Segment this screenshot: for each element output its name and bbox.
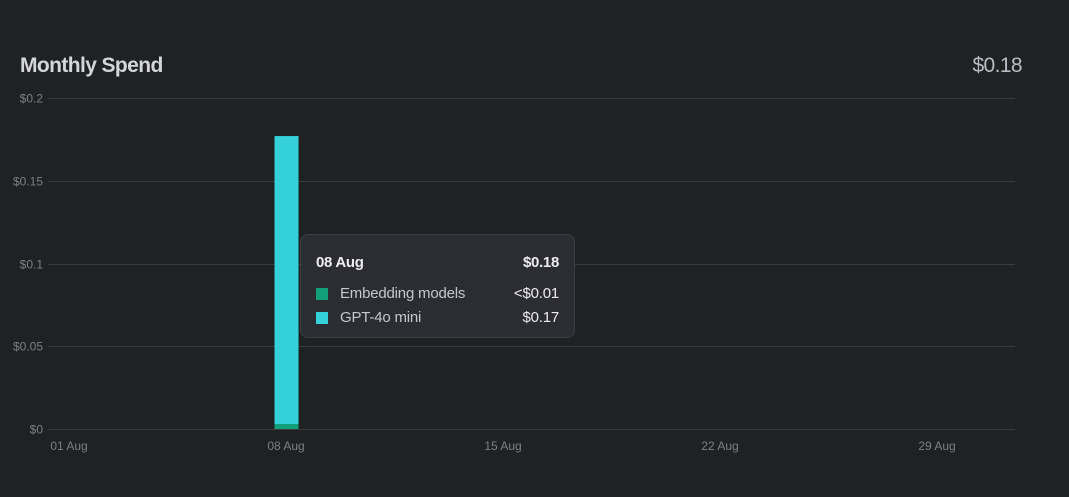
tooltip-series-name: Embedding models: [340, 285, 466, 302]
bar-embedding-models: [274, 424, 299, 429]
chart-tooltip: 08 Aug $0.18 Embedding models <$0.01 GPT…: [300, 234, 575, 338]
tooltip-row-embedding: Embedding models <$0.01: [316, 282, 559, 306]
tooltip-series-name: GPT-4o mini: [340, 309, 422, 326]
y-tick-label: $0.2: [20, 92, 44, 106]
tooltip-series-value: <$0.01: [513, 285, 559, 302]
tooltip-header: 08 Aug $0.18: [316, 253, 559, 273]
x-axis-labels: 01 Aug 08 Aug 15 Aug 22 Aug 29 Aug: [50, 439, 955, 453]
y-axis-labels: $0 $0.05 $0.1 $0.15 $0.2: [13, 92, 43, 437]
bars: [274, 136, 299, 429]
bar-gpt4o-mini: [274, 136, 299, 425]
y-tick-label: $0.15: [13, 175, 43, 189]
x-tick-label: 22 Aug: [701, 439, 738, 453]
y-tick-label: $0.1: [20, 258, 44, 272]
total-spend: $0.18: [972, 54, 1022, 77]
tooltip-total: $0.18: [522, 254, 559, 271]
x-tick-label: 08 Aug: [267, 439, 304, 453]
y-tick-label: $0: [30, 423, 44, 437]
x-tick-label: 01 Aug: [50, 439, 87, 453]
tooltip-row-gpt4o-mini: GPT-4o mini $0.17: [316, 306, 559, 330]
tooltip-series-value: $0.17: [522, 309, 559, 326]
y-tick-label: $0.05: [13, 340, 43, 354]
x-tick-label: 15 Aug: [484, 439, 521, 453]
x-tick-label: 29 Aug: [918, 439, 955, 453]
legend-swatch-embedding: [316, 288, 328, 300]
legend-swatch-gpt4o-mini: [316, 312, 328, 324]
chart-title: Monthly Spend: [20, 54, 163, 77]
tooltip-date: 08 Aug: [316, 254, 364, 271]
